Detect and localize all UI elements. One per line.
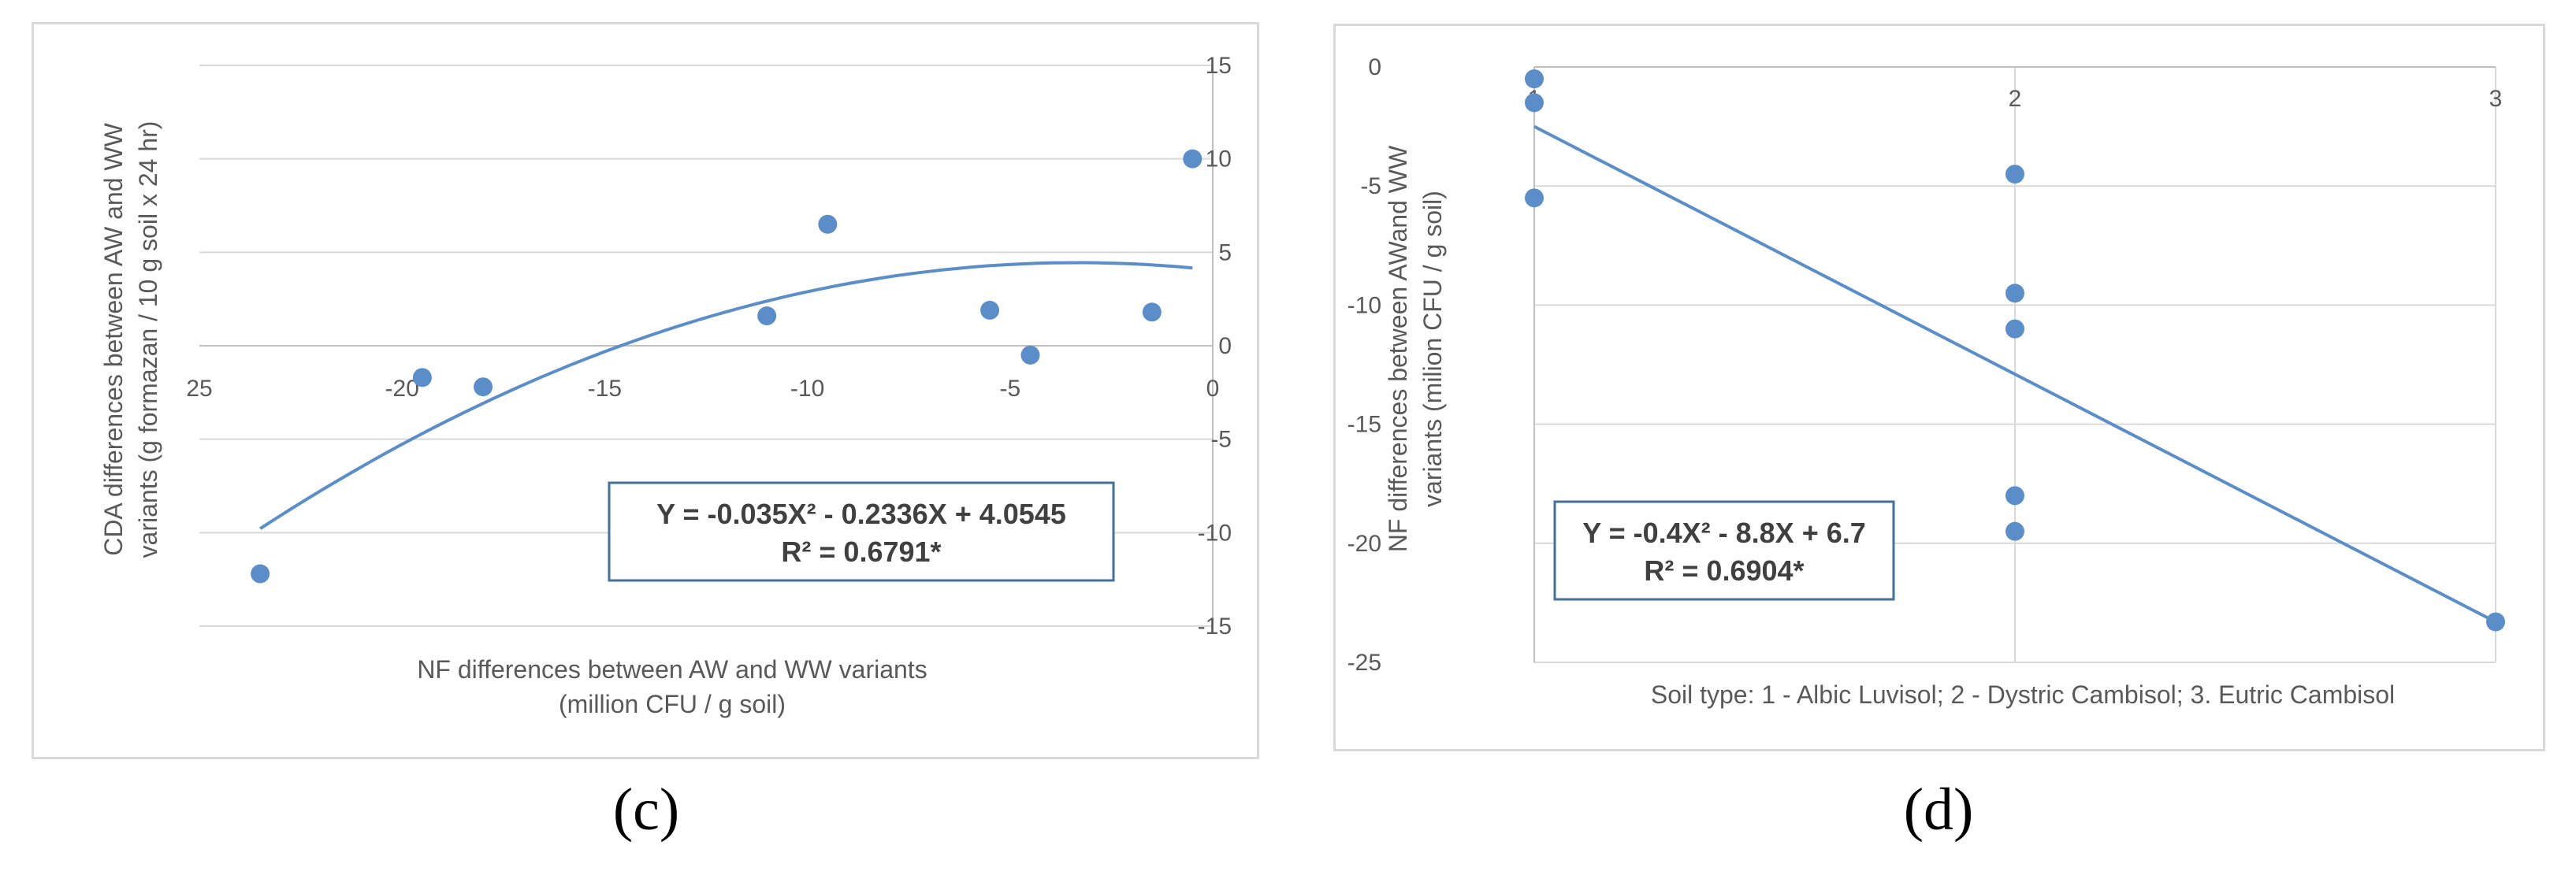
trendline <box>1533 124 2496 624</box>
data-point <box>1525 93 1544 113</box>
r-squared-text: R² = 0.6904* <box>1644 554 1804 587</box>
y-axis-title: variants (milion CFU / g soil) <box>1418 191 1447 507</box>
data-point <box>980 300 1000 320</box>
data-point <box>1525 69 1544 89</box>
y-axis-title: NF differences between AWand WW <box>1384 145 1412 552</box>
y-tick-label: -10 <box>1198 520 1232 546</box>
trendline <box>259 261 1193 530</box>
x-tick-label: -5 <box>999 376 1020 402</box>
data-point <box>251 564 270 584</box>
equation-box <box>608 481 1115 582</box>
y-tick-label: 5 <box>1218 239 1232 265</box>
x-axis-title: (million CFU / g soil) <box>559 690 786 718</box>
y-tick-label: -15 <box>1198 614 1232 640</box>
y-tick-label: 10 <box>1206 146 1232 172</box>
data-point <box>474 377 493 397</box>
x-tick-label: 3 <box>2489 86 2503 112</box>
data-point <box>1020 345 1040 365</box>
x-tick-label: -15 <box>588 376 622 402</box>
y-tick-label: 0 <box>1218 333 1232 359</box>
y-tick-label: -25 <box>1347 650 1381 676</box>
data-point <box>1183 149 1203 169</box>
y-tick-label: -15 <box>1347 412 1381 438</box>
x-tick-label: 25 <box>186 376 212 402</box>
data-point <box>818 214 838 234</box>
data-point <box>412 368 432 387</box>
panel-label-c: (c) <box>612 777 680 843</box>
data-point <box>2486 612 2505 632</box>
y-tick-label: -10 <box>1347 292 1381 318</box>
data-point <box>2005 284 2024 303</box>
x-tick-label: 2 <box>2009 86 2022 112</box>
panel-label-d: (d) <box>1903 777 1974 843</box>
equation-text: Y = -0.4X² - 8.8X + 6.7 <box>1582 517 1866 549</box>
y-tick-label: 0 <box>1368 54 1381 80</box>
x-tick-label: 0 <box>1206 376 1220 402</box>
y-axis-title: CDA differences between AW and WW <box>99 122 128 555</box>
y-tick-label: -5 <box>1360 173 1381 199</box>
x-axis-title: NF differences between AW and WW variant… <box>417 655 927 684</box>
y-tick-label: -20 <box>1347 531 1381 557</box>
data-point <box>1525 188 1544 208</box>
y-tick-label: -5 <box>1210 427 1232 453</box>
y-tick-label: 15 <box>1206 53 1232 79</box>
y-axis-title: variants (g formazan / 10 g soil x 24 hr… <box>134 121 162 558</box>
data-point <box>1142 302 1162 322</box>
equation-box <box>1553 500 1895 601</box>
x-tick-label: -10 <box>790 376 824 402</box>
data-point <box>757 306 777 326</box>
equation-text: Y = -0.035X² - 0.2336X + 4.0545 <box>656 498 1066 530</box>
data-point <box>2005 486 2024 506</box>
r-squared-text: R² = 0.6791* <box>781 536 941 568</box>
chart-panel-c: 25 -20 -15 -10 -5 0 15 10 5 0 -5 -10 -15 NF differenc… <box>32 22 1259 759</box>
data-point <box>2005 521 2024 541</box>
x-axis-title: Soil type: 1 - Albic Luvisol; 2 - Dystri… <box>1651 680 2395 709</box>
data-point <box>2005 165 2024 184</box>
data-point <box>2005 319 2024 339</box>
